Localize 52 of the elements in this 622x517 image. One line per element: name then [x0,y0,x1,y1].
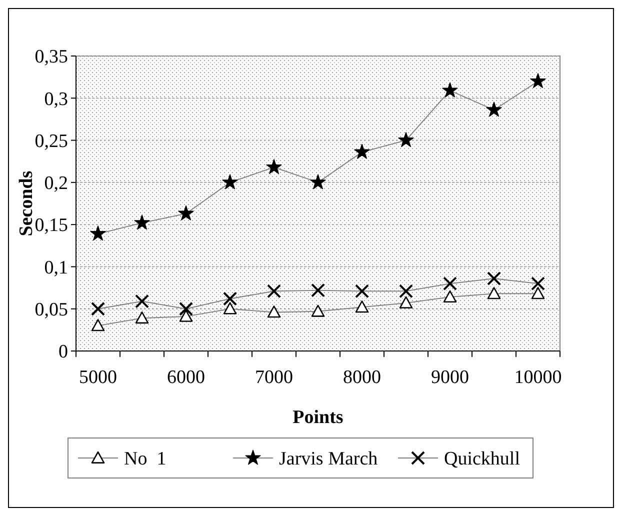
y-tick-label: 0,05 [34,300,68,321]
x-tick-label: 6000 [167,367,205,388]
x-tick-label: 10000 [514,367,562,388]
x-tick-label: 8000 [343,367,381,388]
point [90,226,106,241]
point [135,311,149,324]
point [310,174,326,190]
y-tick-label: 0,1 [44,257,68,278]
point [399,284,413,298]
legend-label: Quickhull [444,448,520,470]
legend-label: No 1 [124,448,166,470]
point [223,292,237,306]
point [134,214,150,230]
point [530,73,546,88]
point [222,174,238,190]
point [531,287,545,300]
point [398,132,414,147]
point [487,272,501,286]
point [399,296,413,308]
point [91,319,105,332]
x-axis-title: Points [292,407,344,428]
point [91,302,105,316]
point [223,302,237,314]
point [486,102,502,117]
y-tick-label: 0,15 [34,215,68,236]
point [179,310,193,322]
point [443,276,457,291]
point [442,82,458,98]
point [311,283,325,298]
point [179,302,193,316]
point [267,284,281,298]
point [355,284,369,298]
y-tick-label: 0,3 [44,88,68,110]
y-tick-label: 0,35 [34,46,68,68]
point [354,144,370,159]
point [355,300,369,313]
y-tick-label: 0 [58,342,68,363]
point [487,287,501,300]
point [135,294,149,308]
legend-label: Jarvis March [279,448,378,470]
point [443,290,457,303]
point [311,304,325,317]
y-tick-label: 0,2 [44,173,68,194]
x-tick-label: 9000 [431,367,469,388]
point [178,205,194,220]
y-tick-label: 0,25 [34,130,68,152]
point [531,276,545,291]
y-axis-title: Seconds [16,170,37,236]
point [266,159,282,174]
point [267,306,281,318]
x-tick-label: 7000 [255,367,293,388]
x-tick-label: 5000 [79,367,117,388]
